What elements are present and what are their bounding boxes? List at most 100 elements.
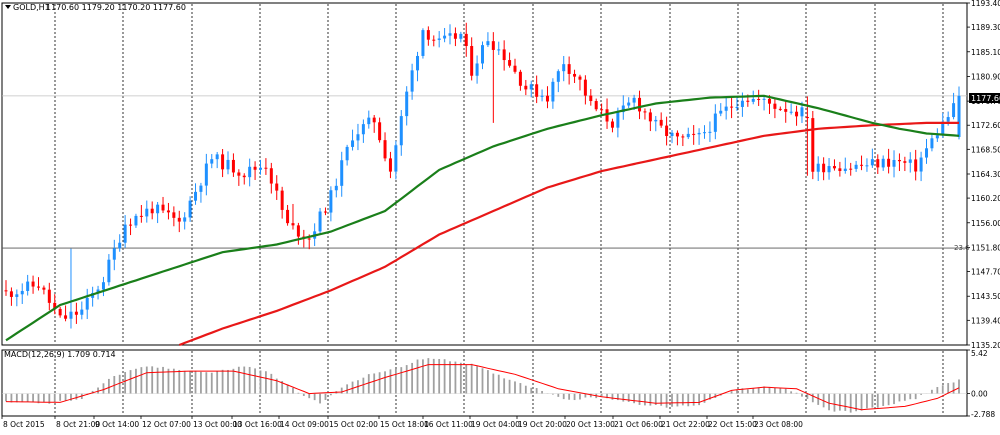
candle-body — [524, 85, 528, 90]
candle-body — [378, 122, 382, 141]
candle-body — [123, 224, 127, 243]
candle-body — [42, 287, 46, 290]
time-axis-label: 21 Oct 06:00 — [614, 420, 663, 429]
candle-body — [816, 163, 820, 172]
candle-body — [269, 168, 273, 184]
chart-menu-arrow-icon[interactable] — [5, 5, 11, 9]
candle-body — [329, 190, 333, 213]
price-axis-label: 1168.50 — [971, 145, 1000, 154]
fib-label: 23.6 — [954, 244, 970, 252]
candle-body — [15, 294, 19, 297]
candle-body — [957, 95, 961, 137]
candle-body — [475, 63, 479, 76]
candle-body — [443, 35, 447, 39]
macd-signal-line[interactable] — [5, 364, 960, 411]
candle-body — [935, 135, 939, 139]
time-axis-label: 19 Oct 20:00 — [518, 420, 567, 429]
candle-body — [399, 116, 403, 146]
ma-fast-line[interactable] — [5, 94, 960, 342]
candle-body — [502, 49, 506, 61]
candle-body — [854, 164, 858, 169]
price-axis-label: 1193.40 — [971, 0, 1000, 8]
candle-body — [9, 291, 13, 297]
macd-label: MACD(12,26,9) 1.709 0.714 — [4, 350, 116, 359]
candle-body — [887, 158, 891, 167]
price-axis-label: 1180.90 — [971, 72, 1000, 81]
candle-body — [129, 224, 133, 226]
candle-body — [323, 211, 327, 213]
price-axis-label: 1135.20 — [971, 341, 1000, 350]
candle-body — [849, 168, 853, 170]
candle-body — [53, 302, 57, 309]
candle-body — [356, 134, 360, 141]
candle-body — [616, 112, 620, 128]
candle-body — [318, 211, 322, 232]
candle-body — [556, 71, 560, 82]
candle-body — [876, 159, 880, 168]
candle-body — [681, 136, 685, 138]
candle-body — [600, 109, 604, 111]
candle-body — [183, 217, 187, 222]
ohlc-values: 1170.60 1179.20 1170.20 1177.60 — [46, 3, 186, 12]
candle-body — [118, 242, 122, 249]
candle-body — [692, 133, 696, 135]
ma-slow-line[interactable] — [178, 121, 959, 347]
candle-body — [226, 159, 230, 170]
candle-body — [166, 210, 170, 213]
candle-body — [107, 259, 111, 283]
candle-body — [253, 166, 257, 170]
price-axis-label: 1189.30 — [971, 23, 1000, 32]
candle-body — [372, 117, 376, 123]
candle-body — [892, 159, 896, 167]
price-panel[interactable] — [1, 2, 968, 346]
time-axis-label: 15 Oct 18:00 — [380, 420, 429, 429]
candle-body — [145, 208, 149, 217]
candle-body — [583, 79, 587, 96]
candle-body — [215, 154, 219, 160]
candle-body — [627, 102, 631, 106]
candle-body — [486, 41, 490, 46]
candle-body — [545, 95, 549, 102]
candle-body — [112, 248, 116, 260]
price-axis-label: 1160.20 — [971, 194, 1000, 203]
candle-body — [410, 70, 414, 92]
candle-body — [773, 103, 777, 109]
candle-body — [638, 97, 642, 112]
candle-body — [724, 106, 728, 111]
candle-body — [762, 98, 766, 100]
candle-body — [96, 289, 100, 293]
time-axis-label: 21 Oct 22:00 — [661, 420, 710, 429]
candle-body — [280, 190, 284, 210]
candle-body — [470, 46, 474, 76]
candle-body — [307, 238, 311, 240]
candle-body — [594, 101, 598, 110]
candle-body — [351, 140, 355, 147]
candle-body — [237, 172, 241, 176]
candle-body — [952, 103, 956, 118]
candle-body — [416, 55, 420, 71]
candle-body — [156, 204, 160, 214]
candle-body — [248, 166, 252, 178]
time-axis-label: 12 Oct 07:00 — [142, 420, 191, 429]
candle-body — [805, 117, 809, 119]
candle-body — [659, 119, 663, 126]
candle-body — [562, 64, 566, 72]
candle-body — [421, 30, 425, 56]
candle-body — [275, 183, 279, 191]
candle-body — [291, 223, 295, 226]
candle-body — [432, 39, 436, 41]
candle-body — [800, 107, 804, 117]
candle-body — [464, 33, 468, 47]
candle-body — [150, 208, 154, 214]
candle-body — [665, 125, 669, 137]
candle-body — [258, 167, 262, 170]
time-axis-label: 20 Oct 13:00 — [566, 420, 615, 429]
macd-axis-label: 0.00 — [971, 390, 988, 399]
candle-body — [881, 158, 885, 168]
candle-body — [204, 163, 208, 186]
candle-body — [508, 60, 512, 66]
time-axis-label: 15 Oct 02:00 — [329, 420, 378, 429]
candle-body — [897, 159, 901, 162]
